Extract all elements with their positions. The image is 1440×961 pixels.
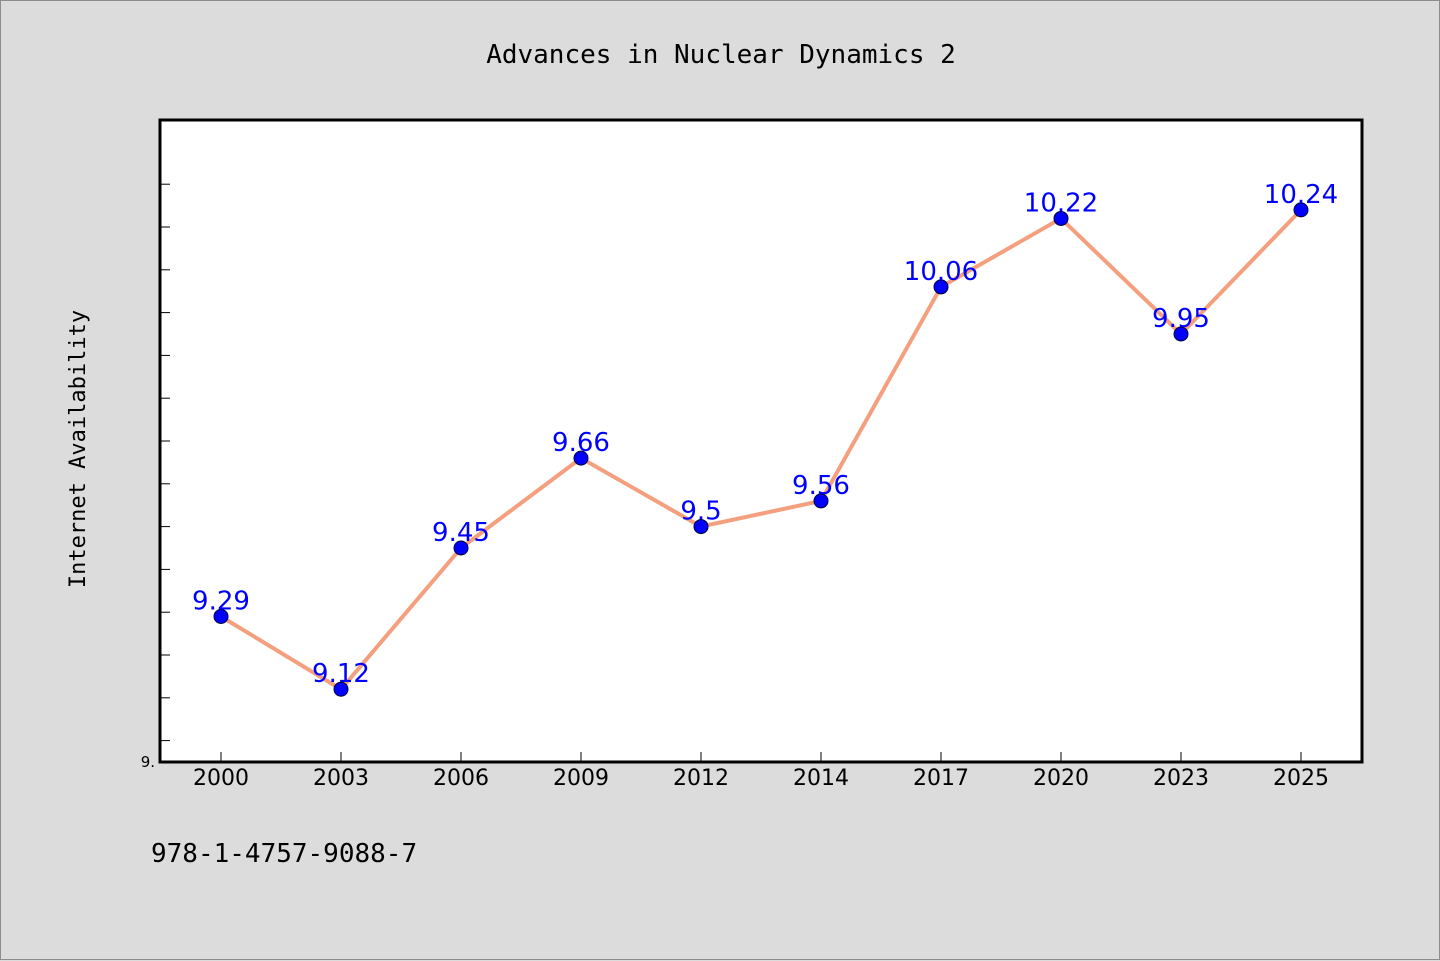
data-label: 9.56 (792, 471, 850, 501)
x-tick-label: 2020 (1033, 766, 1089, 791)
data-point (1053, 210, 1069, 226)
x-tick-label: 2023 (1153, 766, 1209, 791)
data-label: 9.5 (680, 497, 721, 527)
data-label: 9.45 (432, 518, 490, 548)
data-point (693, 519, 709, 535)
y-axis-label: Internet Availability (66, 310, 91, 588)
isbn-text: 978-1-4757-9088-7 (151, 839, 417, 869)
data-point (813, 493, 829, 509)
data-label: 9.29 (192, 586, 250, 616)
data-label: 9.12 (312, 659, 370, 689)
data-label: 10.24 (1264, 180, 1338, 210)
x-axis-ticks: 2000 2003 2006 2009 2012 2014 2017 2020 2023 2025 (193, 752, 1329, 791)
series-line (219, 208, 1303, 692)
data-point (573, 450, 589, 466)
plot-area (158, 118, 1364, 764)
x-tick-label: 2006 (433, 766, 489, 791)
data-label: 10.06 (904, 257, 978, 287)
data-point (453, 540, 469, 556)
x-tick-label: 2014 (793, 766, 849, 791)
data-point (213, 608, 229, 624)
data-point (333, 681, 349, 697)
x-tick-label: 2003 (313, 766, 369, 791)
data-point (933, 279, 949, 295)
y-tick-label: 9. (141, 753, 155, 771)
series-layer: 9.29 9.12 9.45 9.66 9.5 9.56 10.06 10.22 9.95 10.… (192, 180, 1338, 697)
data-label: 9.95 (1152, 304, 1210, 334)
x-tick-label: 2012 (673, 766, 729, 791)
data-label: 10.22 (1024, 188, 1098, 218)
chart-title: Advances in Nuclear Dynamics 2 (486, 40, 956, 70)
x-tick-label: 2000 (193, 766, 249, 791)
data-label: 9.66 (552, 428, 610, 458)
x-tick-label: 2017 (913, 766, 969, 791)
x-tick-label: 2009 (553, 766, 609, 791)
x-tick-label: 2025 (1273, 766, 1329, 791)
data-point (1173, 326, 1189, 342)
y-axis-ticks (160, 183, 170, 742)
data-point (1293, 202, 1309, 218)
